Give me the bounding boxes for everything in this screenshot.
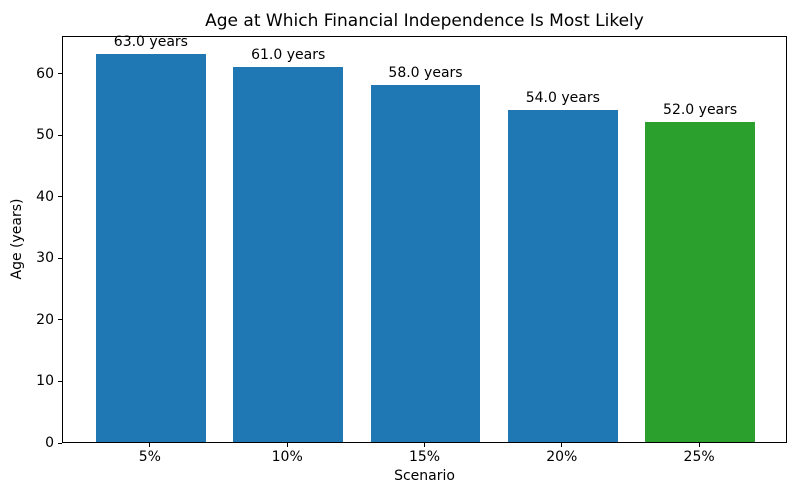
- bar: [95, 54, 206, 442]
- plot-area: 63.0 years 61.0 years 58.0 years 54.0 years…: [62, 34, 787, 443]
- bar-label: 61.0 years: [251, 46, 326, 63]
- x-tick-label: 25%: [683, 449, 715, 465]
- y-tick-label: 60: [36, 65, 54, 82]
- y-tick-label: 40: [36, 188, 54, 205]
- bar: [233, 66, 344, 442]
- y-tick-mark: [58, 380, 62, 382]
- y-tick-mark: [58, 319, 62, 321]
- x-tick-label: 10%: [271, 449, 303, 465]
- x-tick-label: 20%: [546, 449, 578, 465]
- bar: [507, 109, 618, 442]
- y-tick-mark: [58, 196, 62, 198]
- x-tick-label: 5%: [138, 449, 161, 465]
- y-tick-label: 30: [36, 250, 54, 267]
- x-tick-label: 15%: [408, 449, 441, 465]
- y-tick-mark: [58, 73, 62, 75]
- y-tick-label: 10: [36, 373, 54, 390]
- bar: [645, 122, 756, 442]
- y-tick-label: 0: [45, 435, 54, 451]
- y-tick-mark: [58, 257, 62, 259]
- x-tick-mark: [149, 443, 151, 447]
- y-tick-mark: [58, 442, 62, 444]
- y-tick-mark: [58, 134, 62, 136]
- bar-label: 58.0 years: [388, 65, 463, 82]
- chart-title: Age at Which Financial Independence Is M…: [205, 11, 644, 31]
- bar-label: 52.0 years: [663, 102, 738, 119]
- x-axis-label: Scenario: [394, 468, 455, 484]
- y-tick-label: 50: [36, 127, 54, 144]
- bar: [370, 85, 481, 442]
- y-tick-label: 20: [36, 311, 54, 328]
- x-tick-mark: [561, 443, 563, 447]
- x-tick-mark: [424, 443, 425, 447]
- x-tick-mark: [698, 443, 700, 447]
- bar-label: 63.0 years: [113, 34, 188, 51]
- bar-label: 54.0 years: [525, 89, 600, 106]
- x-tick-mark: [286, 443, 288, 447]
